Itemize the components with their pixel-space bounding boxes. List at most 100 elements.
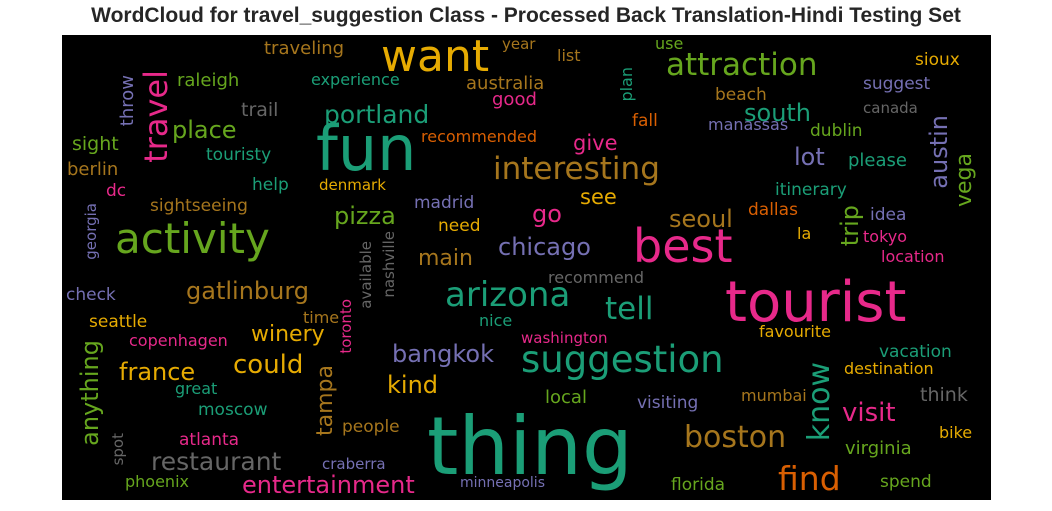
word: phoenix (125, 472, 189, 491)
word: kind (387, 371, 439, 399)
word: copenhagen (129, 331, 228, 350)
word: trip (836, 205, 864, 247)
word: spot (109, 433, 127, 466)
word: best (633, 219, 733, 273)
word: traveling (264, 38, 345, 59)
word: go (532, 200, 562, 228)
word: france (119, 358, 196, 386)
word: chicago (498, 233, 591, 261)
word: think (920, 384, 968, 406)
word: travel (137, 70, 175, 163)
word: australia (466, 73, 545, 94)
word: visit (842, 398, 896, 428)
word: know (802, 362, 837, 442)
word: sightseeing (150, 196, 248, 216)
word: tampa (313, 365, 338, 436)
word: available (357, 241, 375, 309)
word: pizza (334, 202, 396, 230)
word: itinerary (775, 180, 847, 200)
word: fall (632, 111, 658, 131)
word: restaurant (151, 447, 282, 476)
word: spend (880, 472, 932, 492)
word: la (797, 224, 812, 243)
word: tokyo (863, 227, 908, 246)
word: seattle (89, 312, 148, 332)
word: favourite (759, 322, 831, 341)
word: destination (844, 359, 934, 378)
word: vacation (879, 342, 952, 362)
word: south (744, 99, 812, 127)
word: beach (715, 85, 767, 105)
word: touristy (206, 145, 272, 165)
word: arizona (445, 275, 571, 315)
word: winery (251, 322, 325, 347)
word: craberra (322, 455, 386, 473)
word: interesting (493, 151, 660, 187)
word: experience (311, 70, 400, 89)
word: virginia (845, 438, 912, 459)
word: see (580, 185, 617, 209)
word: plan (617, 67, 636, 102)
word: trail (241, 99, 279, 121)
word: place (172, 116, 237, 144)
word: great (175, 379, 218, 398)
word: denmark (319, 176, 386, 194)
word: activity (115, 214, 270, 263)
word: sioux (915, 50, 960, 70)
word: lot (794, 143, 825, 171)
word: check (66, 285, 116, 305)
word: toronto (337, 299, 355, 354)
word: thing (427, 400, 633, 493)
word: people (342, 417, 400, 437)
word: madrid (414, 193, 475, 213)
word: sight (72, 133, 119, 155)
word: could (233, 350, 304, 380)
word: attraction (666, 47, 818, 83)
word: dublin (810, 121, 863, 141)
word: tell (605, 291, 654, 327)
word: good (492, 89, 537, 110)
word: vega (952, 153, 977, 208)
word: use (655, 35, 684, 53)
word: local (545, 387, 587, 408)
word: main (418, 246, 473, 271)
word: washington (521, 329, 608, 347)
word: gatlinburg (186, 277, 310, 305)
word: need (438, 216, 481, 236)
word: austin (925, 115, 953, 189)
word: find (778, 459, 841, 498)
word: bike (939, 423, 973, 442)
word: canada (863, 99, 918, 117)
word: suggest (863, 74, 931, 94)
word: entertainment (242, 471, 415, 499)
word: help (252, 175, 289, 195)
word: mumbai (741, 386, 807, 405)
word-cloud: thing tourist fun best activity want sug… (62, 35, 991, 500)
word: seoul (669, 205, 733, 233)
word: throw (117, 75, 138, 127)
word: manassas (708, 115, 789, 134)
word: boston (684, 420, 787, 455)
word: year (502, 35, 536, 53)
figure-title: WordCloud for travel_suggestion Class - … (91, 4, 961, 27)
word: list (557, 46, 581, 65)
word: idea (870, 205, 907, 225)
word: dallas (748, 200, 798, 220)
word: moscow (198, 400, 268, 420)
word: anything (76, 340, 104, 446)
word: time (303, 308, 340, 327)
word: portland (324, 100, 430, 129)
word: tourist (725, 270, 907, 335)
word: want (381, 35, 490, 82)
word: give (573, 131, 618, 155)
word: dc (106, 181, 127, 201)
word: suggestion (521, 338, 724, 381)
word: raleigh (177, 70, 240, 91)
word: fun (316, 112, 417, 185)
word: visiting (637, 393, 699, 413)
word: recommend (548, 268, 644, 287)
word: recommended (421, 127, 537, 146)
word: bangkok (392, 340, 495, 368)
word: nice (479, 311, 513, 330)
word: nashville (380, 231, 398, 298)
